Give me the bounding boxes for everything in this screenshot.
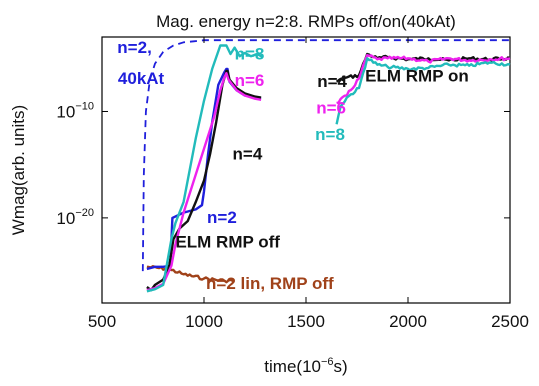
y-tick-label-0: 10−10: [56, 100, 94, 121]
x-tick-label-2: 1500: [287, 312, 325, 331]
annotation-label-1: 40kAt: [118, 69, 165, 88]
x-axis-label-exponent: −6: [321, 356, 334, 368]
y-tick-label-1: 10−20: [56, 207, 94, 228]
annotation-label-4: n=4: [233, 144, 263, 163]
annotation-label-7: n=2 lin, RMP off: [206, 274, 334, 293]
y-axis-label: Wmag(arb. units): [9, 105, 28, 235]
annotation-label-10: n=6: [316, 99, 346, 118]
y-axis: 10−10 10−20: [56, 100, 510, 228]
series-line-5: [146, 44, 264, 293]
annotation-label-0: n=2,: [117, 38, 152, 57]
annotation-label-2: n=8: [235, 44, 265, 63]
series-layer: [141, 39, 511, 293]
annotation-label-3: n=6: [235, 71, 265, 90]
annotation-label-5: n=2: [207, 208, 237, 227]
series-line-7: [336, 53, 511, 105]
x-tick-label-1: 1000: [185, 312, 223, 331]
annotation-label-11: n=8: [315, 125, 345, 144]
x-axis-label-tail: s): [334, 357, 348, 376]
annotation-label-6: ELM RMP off: [175, 233, 280, 252]
x-axis-label-main: time(10: [264, 357, 321, 376]
annotation-label-8: n=4: [317, 72, 347, 91]
annotation-label-9: ELM RMP on: [365, 67, 469, 86]
x-tick-label-3: 2000: [389, 312, 427, 331]
chart-title: Mag. energy n=2:8. RMPs off/on(40kAt): [156, 12, 456, 31]
x-tick-label-4: 2500: [491, 312, 529, 331]
annotation-layer: n=2, 40kAt n=8 n=6 n=4 n=2 ELM RMP off n=2 lin,…: [117, 38, 468, 293]
x-tick-label-0: 500: [88, 312, 116, 331]
series-line-4: [146, 72, 262, 292]
x-axis-label: time(10−6s): [264, 356, 347, 376]
x-axis: 500 1000 1500 2000 2500: [88, 37, 529, 331]
series-line-8: [335, 57, 511, 125]
series-line-0: [141, 39, 510, 272]
